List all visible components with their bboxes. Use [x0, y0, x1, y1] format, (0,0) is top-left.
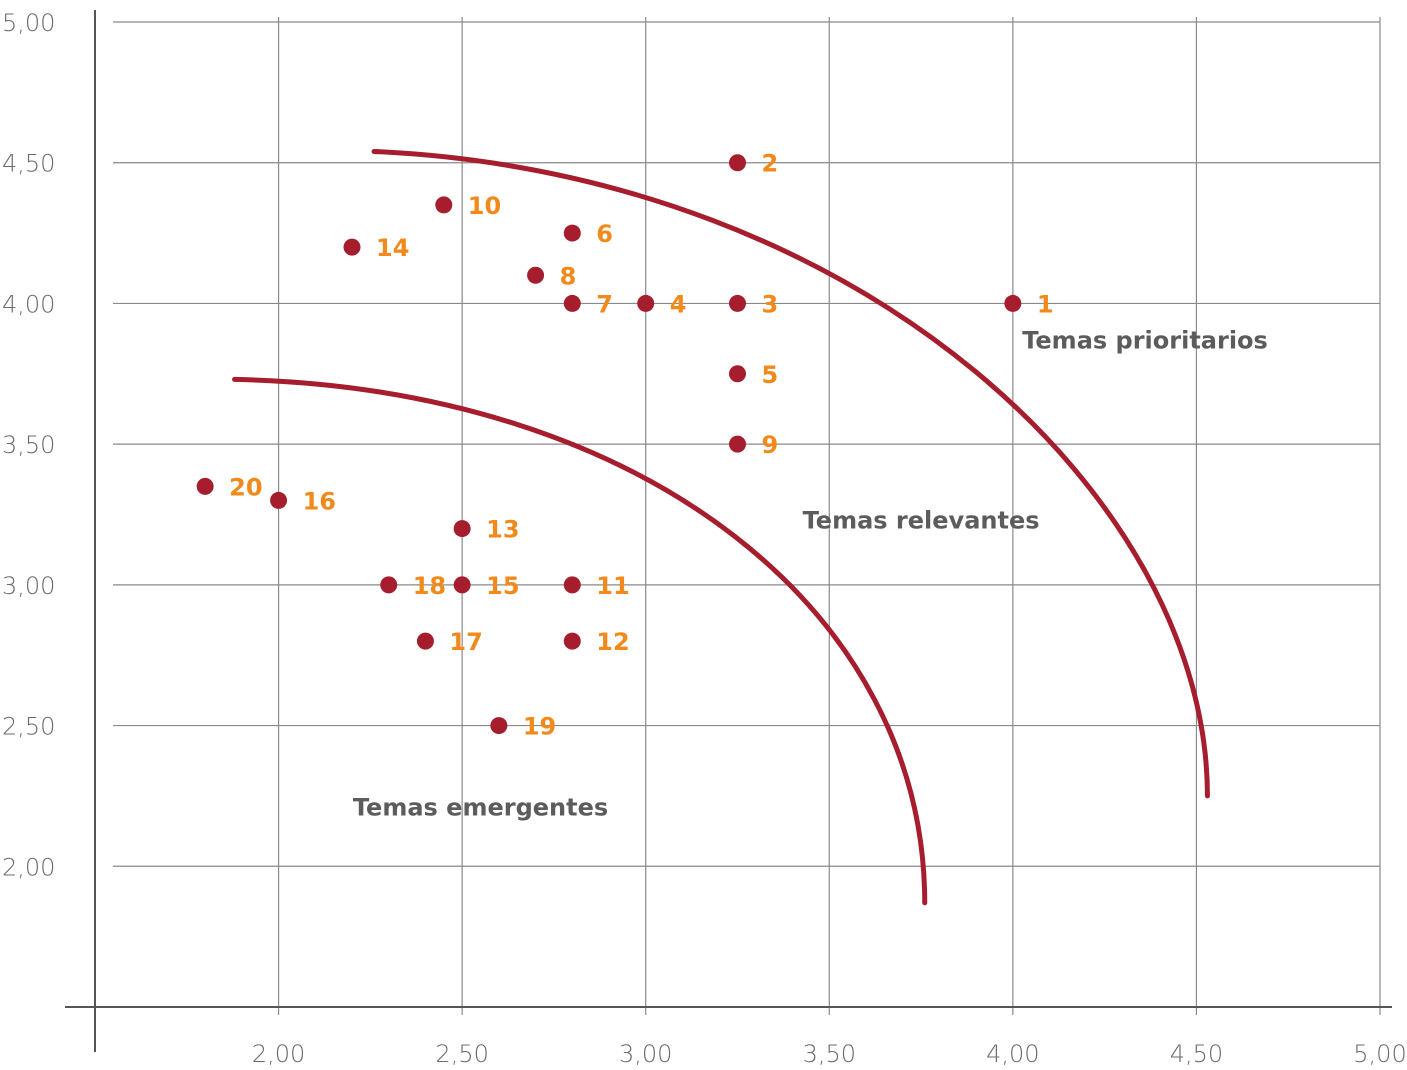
y-tick-label: 3,00	[2, 572, 55, 600]
x-tick-label: 3,00	[619, 1040, 672, 1068]
y-tick-label: 2,00	[2, 853, 55, 881]
data-point-12	[563, 632, 581, 650]
point-label-17: 17	[449, 628, 482, 656]
data-point-10	[435, 196, 453, 214]
data-point-4	[637, 294, 655, 312]
point-label-3: 3	[762, 290, 779, 318]
x-tick-label: 4,00	[986, 1040, 1039, 1068]
x-tick-label: 4,50	[1170, 1040, 1223, 1068]
point-label-7: 7	[596, 290, 613, 318]
y-tick-label: 3,50	[2, 431, 55, 459]
data-point-15	[453, 576, 471, 594]
data-point-6	[563, 224, 581, 242]
point-label-12: 12	[596, 628, 629, 656]
label-layer: 2,00 2,50 3,00 3,50 4,00 4,50 5,00 2,00 2,50 3,00…	[2, 9, 1407, 1068]
point-label-13: 13	[486, 516, 519, 544]
point-label-8: 8	[560, 262, 577, 290]
point-label-14: 14	[376, 234, 409, 262]
region-label: Temas prioritarios	[1022, 326, 1268, 354]
emergentes-boundary-curve	[232, 376, 928, 906]
data-point-8	[527, 266, 545, 284]
data-point-17	[416, 632, 434, 650]
data-point-11	[563, 576, 581, 594]
point-layer	[196, 154, 1022, 735]
y-tick-label: 4,00	[2, 290, 55, 318]
data-point-1	[1004, 294, 1022, 312]
point-label-5: 5	[762, 361, 779, 389]
point-label-15: 15	[486, 572, 519, 600]
data-point-3	[729, 294, 746, 312]
point-label-6: 6	[596, 220, 613, 248]
data-point-9	[729, 435, 746, 453]
data-point-19	[490, 717, 508, 735]
data-point-5	[729, 365, 746, 383]
data-point-14	[343, 238, 361, 256]
point-label-2: 2	[762, 150, 779, 178]
point-label-19: 19	[523, 713, 556, 741]
data-point-16	[270, 491, 288, 509]
data-point-20	[196, 477, 214, 495]
y-tick-label: 4,50	[2, 150, 55, 178]
x-tick-label: 2,00	[252, 1040, 305, 1068]
data-point-2	[729, 154, 746, 172]
point-label-9: 9	[762, 431, 779, 459]
y-tick-label: 5,00	[2, 9, 55, 37]
point-label-4: 4	[670, 290, 687, 318]
x-tick-label: 3,50	[803, 1040, 856, 1068]
point-label-20: 20	[229, 473, 262, 501]
point-label-1: 1	[1037, 290, 1054, 318]
data-point-18	[380, 576, 398, 594]
data-point-7	[563, 294, 581, 312]
data-point-13	[453, 520, 471, 538]
x-tick-label: 5,00	[1353, 1040, 1406, 1068]
axis-layer	[65, 10, 1392, 1052]
grid-layer	[113, 17, 1381, 1015]
point-label-18: 18	[413, 572, 446, 600]
point-label-16: 16	[303, 487, 336, 515]
relevantes-boundary-curve	[371, 148, 1210, 799]
x-tick-label: 2,50	[435, 1040, 488, 1068]
point-label-11: 11	[596, 572, 629, 600]
point-label-10: 10	[468, 192, 501, 220]
region-label: Temas relevantes	[803, 507, 1040, 535]
curve-layer	[232, 148, 1210, 906]
region-label: Temas emergentes	[353, 794, 608, 822]
y-tick-label: 2,50	[2, 713, 55, 741]
